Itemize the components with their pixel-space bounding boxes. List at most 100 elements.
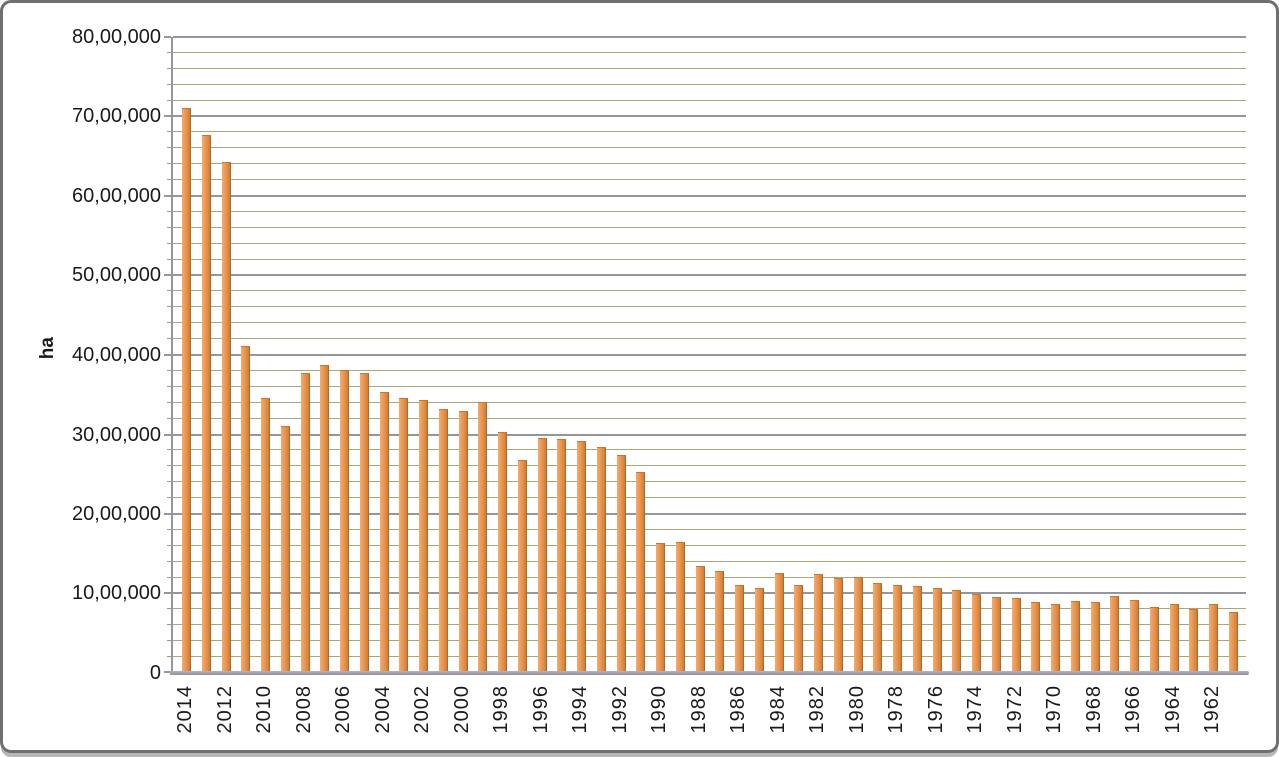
x-tick-label: 1974: [964, 685, 986, 734]
y-major-tick: [164, 354, 171, 356]
y-tick-label: 10,00,000: [72, 582, 161, 604]
bar: [1130, 600, 1139, 673]
y-minor-tick: [167, 306, 171, 307]
bar: [1189, 609, 1198, 673]
x-tick-label: 1978: [885, 685, 907, 734]
bar: [241, 346, 250, 673]
x-tick-label: 1976: [925, 685, 947, 734]
bar: [1031, 602, 1040, 673]
y-minor-tick: [167, 147, 171, 148]
bar: [814, 574, 823, 673]
y-tick-label: 80,00,000: [72, 26, 161, 48]
bar: [399, 398, 408, 673]
y-tick-label: 40,00,000: [72, 344, 161, 366]
y-major-tick: [164, 434, 171, 436]
bar: [597, 447, 606, 673]
x-tick-label: 2002: [411, 685, 433, 734]
x-tick-label: 2004: [372, 685, 394, 734]
bar: [1091, 602, 1100, 673]
x-tick-label: 1980: [846, 685, 868, 734]
y-minor-tick: [167, 608, 171, 609]
bar: [320, 365, 329, 673]
gridline-major: [173, 36, 1246, 38]
y-axis-line: [171, 37, 173, 675]
bar: [617, 455, 626, 673]
gridline-minor: [173, 52, 1246, 53]
gridline-minor: [173, 497, 1246, 498]
gridline-minor: [173, 306, 1246, 307]
bar: [893, 585, 902, 673]
y-tick-label: 60,00,000: [72, 185, 161, 207]
bar: [794, 585, 803, 673]
gridline-major: [173, 354, 1246, 356]
bar: [557, 439, 566, 673]
x-tick-label: 2014: [174, 685, 196, 734]
bar: [933, 588, 942, 673]
gridline-minor: [173, 640, 1246, 641]
bar: [1229, 612, 1238, 673]
bar: [952, 590, 961, 673]
bar: [1012, 598, 1021, 673]
bar: [972, 594, 981, 673]
gridline-major: [173, 434, 1246, 436]
bar: [715, 571, 724, 673]
gridline-minor: [173, 656, 1246, 657]
x-tick-label: 1996: [530, 685, 552, 734]
x-tick-label: 1986: [727, 685, 749, 734]
y-minor-tick: [167, 481, 171, 482]
bar: [380, 392, 389, 673]
gridline-minor: [173, 290, 1246, 291]
bar: [696, 566, 705, 673]
y-minor-tick: [167, 370, 171, 371]
gridline-minor: [173, 370, 1246, 371]
gridline-minor: [173, 243, 1246, 244]
gridline-major: [173, 274, 1246, 276]
bar: [301, 373, 310, 673]
bar: [498, 432, 507, 673]
y-tick-label: 70,00,000: [72, 105, 161, 127]
x-tick-label: 2010: [253, 685, 275, 734]
y-tick-label: 0: [149, 662, 161, 684]
y-minor-tick: [167, 386, 171, 387]
bar: [577, 441, 586, 673]
y-minor-tick: [167, 259, 171, 260]
y-major-tick: [164, 36, 171, 38]
x-tick-label: 2000: [451, 685, 473, 734]
gridline-minor: [173, 163, 1246, 164]
bar: [775, 573, 784, 673]
bar: [222, 162, 231, 673]
y-minor-tick: [167, 577, 171, 578]
y-tick-label: 20,00,000: [72, 503, 161, 525]
x-tick-label: 1990: [648, 685, 670, 734]
y-minor-tick: [167, 402, 171, 403]
x-tick-label: 1982: [806, 685, 828, 734]
gridline-minor: [173, 131, 1246, 132]
y-major-tick: [164, 115, 171, 117]
y-minor-tick: [167, 545, 171, 546]
y-minor-tick: [167, 529, 171, 530]
x-tick-label: 2006: [332, 685, 354, 734]
x-tick-label: 1998: [490, 685, 512, 734]
gridline-minor: [173, 545, 1246, 546]
y-minor-tick: [167, 561, 171, 562]
gridline-minor: [173, 259, 1246, 260]
bar: [182, 108, 191, 673]
y-major-tick: [164, 671, 171, 673]
bar: [1071, 601, 1080, 673]
gridline-minor: [173, 68, 1246, 69]
y-major-tick: [164, 195, 171, 197]
x-tick-label: 1964: [1162, 685, 1184, 734]
gridline-major: [173, 115, 1246, 117]
bar: [1209, 604, 1218, 673]
y-minor-tick: [167, 211, 171, 212]
bar: [735, 585, 744, 673]
x-tick-label: 1994: [569, 685, 591, 734]
y-minor-tick: [167, 338, 171, 339]
y-minor-tick: [167, 68, 171, 69]
y-minor-tick: [167, 656, 171, 657]
gridline-major: [173, 195, 1246, 197]
y-major-tick: [164, 592, 171, 594]
gridline-minor: [173, 608, 1246, 609]
bar: [992, 597, 1001, 673]
bar: [538, 438, 547, 673]
